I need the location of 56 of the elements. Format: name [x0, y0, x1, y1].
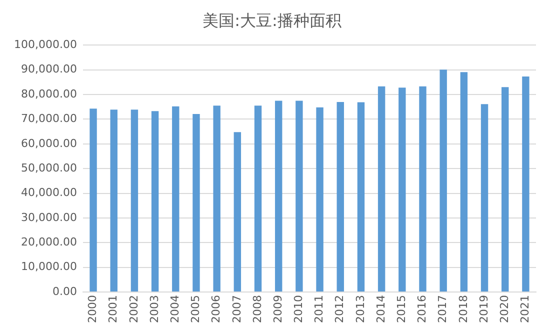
x-tick-label: 2007 — [230, 295, 244, 324]
bar — [130, 110, 138, 292]
y-tick-label: 20,000.00 — [20, 236, 77, 249]
x-tick-label: 2014 — [374, 295, 388, 324]
bar — [234, 132, 242, 292]
bar — [419, 86, 426, 292]
y-tick-label: 0.00 — [52, 284, 77, 298]
x-tick-label: 2017 — [436, 295, 450, 324]
x-tick-label: 2020 — [498, 295, 511, 324]
y-tick-label: 60,000.00 — [20, 136, 77, 150]
bar — [296, 100, 303, 292]
x-tick-label: 2008 — [250, 295, 264, 324]
y-tick-label: 90,000.00 — [20, 62, 77, 76]
bar — [440, 70, 447, 292]
x-tick-label: 2002 — [127, 295, 140, 324]
x-tick-label: 2006 — [210, 295, 223, 324]
x-tick-label: 2004 — [168, 295, 182, 324]
y-tick-label: 80,000.00 — [20, 87, 77, 100]
x-tick-label: 2001 — [106, 295, 120, 324]
bar — [502, 87, 509, 292]
bar — [316, 107, 324, 292]
bar — [192, 114, 200, 292]
bar — [213, 106, 220, 292]
bar — [522, 76, 530, 292]
bar — [398, 88, 406, 292]
x-tick-label: 2009 — [271, 295, 284, 324]
bar — [460, 72, 468, 292]
x-tick-label: 2005 — [189, 295, 202, 324]
x-tick-label: 2015 — [395, 295, 408, 324]
x-tick-label: 2019 — [477, 295, 490, 324]
bar — [357, 102, 365, 292]
bar — [378, 86, 386, 292]
bar — [110, 110, 118, 292]
y-tick-label: 40,000.00 — [20, 186, 77, 200]
x-tick-label: 2013 — [354, 295, 367, 324]
bar — [480, 104, 488, 292]
x-tick-label: 2011 — [312, 295, 326, 324]
y-tick-label: 70,000.00 — [20, 112, 77, 126]
x-tick-label: 2010 — [292, 295, 306, 324]
x-tick-label: 2021 — [518, 295, 532, 324]
bar — [275, 100, 282, 292]
y-tick-label: 30,000.00 — [20, 210, 77, 224]
bar — [172, 106, 180, 292]
x-tick-label: 2000 — [86, 295, 100, 324]
y-tick-label: 50,000.00 — [20, 161, 77, 174]
y-tick-label: 100,000.00 — [14, 38, 77, 52]
x-tick-label: 2003 — [148, 295, 161, 324]
bar — [90, 108, 97, 292]
x-tick-label: 2018 — [456, 295, 470, 324]
x-tick-label: 2016 — [416, 295, 429, 324]
x-tick-label: 2012 — [333, 295, 346, 324]
bar — [151, 111, 159, 292]
bar — [254, 106, 262, 292]
chart-title: 美国:大豆:播种面积 — [202, 10, 342, 30]
y-tick-label: 10,000.00 — [20, 260, 77, 274]
bar — [336, 102, 344, 292]
